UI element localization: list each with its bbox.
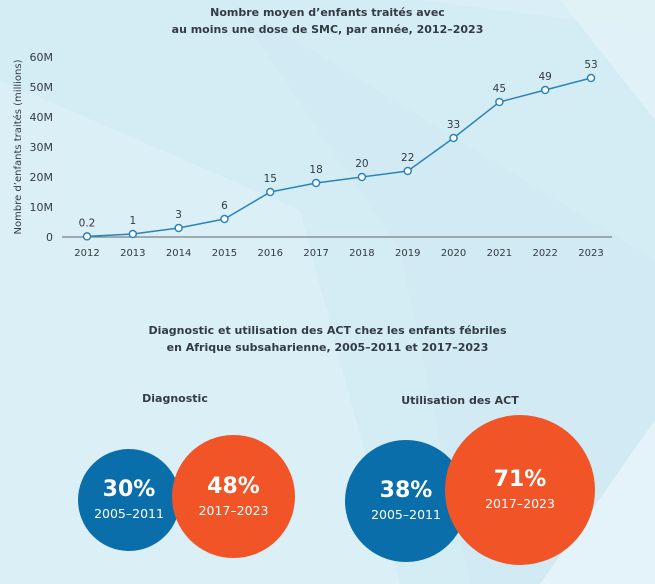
x-tick-label: 2013 (120, 248, 145, 259)
section2-title-line-2: en Afrique subsaharienne, 2005–2011 et 2… (166, 341, 489, 354)
chart-title: Nombre moyen d’enfants traités avec au m… (0, 4, 655, 38)
data-point (540, 85, 550, 95)
data-point (311, 178, 321, 188)
data-point (495, 97, 504, 107)
data-point (128, 229, 138, 239)
series-line (86, 77, 592, 238)
x-tick-label: 2020 (441, 248, 466, 259)
line-chart: Nombre d’enfants traités (millions) 0 10M… (12, 51, 612, 259)
x-tick-label: 2015 (212, 248, 237, 259)
data-label: 3 (175, 209, 182, 221)
y-tick-label: 50M (30, 81, 54, 94)
y-tick-label: 40M (30, 111, 54, 124)
data-label: 49 (538, 71, 551, 83)
data-label: 6 (221, 200, 228, 212)
act-after-value: 71% (493, 467, 547, 492)
data-point (220, 214, 229, 224)
data-point (174, 223, 183, 233)
data-label: 20 (355, 158, 368, 170)
act-before-period: 2005–2011 (371, 507, 441, 522)
x-tick-label: 2016 (258, 248, 283, 259)
diagnostic-before-period: 2005–2011 (94, 506, 164, 521)
diagnostic-before-circle: 30% 2005–2011 (78, 449, 180, 551)
diagnostic-label: Diagnostic (142, 392, 208, 405)
diagnostic-before-value: 30% (102, 477, 156, 502)
act-after-circle: 71% 2017–2023 (445, 415, 595, 565)
y-tick-label: 30M (30, 141, 54, 154)
data-point (403, 166, 412, 176)
x-tick-label: 2021 (487, 248, 512, 259)
data-label: 0.2 (79, 217, 96, 229)
data-point (586, 73, 596, 83)
y-axis-ticks: 0 10M 20M 30M 40M 50M 60M (30, 51, 54, 244)
y-tick-label: 60M (30, 51, 54, 64)
y-tick-label: 0 (46, 231, 53, 244)
chart-title-line-2: au moins une dose de SMC, par année, 201… (171, 23, 484, 36)
data-label: 18 (309, 164, 322, 176)
chart-title-line-1: Nombre moyen d’enfants traités avec (210, 6, 445, 19)
data-label: 15 (264, 173, 277, 185)
act-before-value: 38% (379, 478, 433, 503)
x-tick-label: 2022 (532, 248, 557, 259)
data-label: 45 (493, 83, 506, 95)
data-point (266, 187, 275, 197)
act-after-period: 2017–2023 (485, 496, 555, 511)
x-tick-label: 2018 (349, 248, 374, 259)
data-label: 53 (584, 59, 597, 71)
section2-title-line-1: Diagnostic et utilisation des ACT chez l… (148, 324, 507, 337)
x-tick-label: 2019 (395, 248, 420, 259)
y-axis-label: Nombre d’enfants traités (millions) (12, 59, 24, 234)
diagnostic-after-period: 2017–2023 (198, 502, 269, 518)
data-point (82, 232, 92, 241)
y-tick-label: 10M (30, 201, 54, 214)
x-tick-label: 2017 (303, 248, 328, 259)
x-tick-label: 2014 (166, 248, 191, 259)
data-points (82, 73, 596, 241)
x-tick-label: 2012 (74, 248, 99, 259)
act-before-circle: 38% 2005–2011 (345, 440, 467, 562)
act-usage-label: Utilisation des ACT (401, 394, 519, 407)
data-point (357, 172, 367, 182)
data-labels: 0.2 1 3 6 15 18 20 22 33 45 49 53 (79, 59, 598, 229)
y-tick-label: 20M (30, 171, 54, 184)
section2-title: Diagnostic et utilisation des ACT chez l… (0, 322, 655, 356)
x-tick-label: 2023 (578, 248, 603, 259)
x-axis-ticks: 2012 2013 2014 2015 2016 2017 2018 2019 2020 2021… (74, 248, 603, 259)
diagnostic-after-circle: 48% 2017–2023 (172, 435, 295, 558)
data-label: 1 (129, 215, 136, 227)
data-point (449, 133, 458, 143)
data-label: 33 (447, 119, 460, 131)
diagnostic-after-value: 48% (207, 473, 260, 499)
data-label: 22 (401, 152, 414, 164)
